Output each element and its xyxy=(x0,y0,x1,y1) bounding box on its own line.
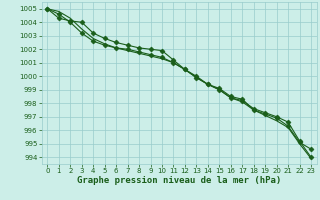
X-axis label: Graphe pression niveau de la mer (hPa): Graphe pression niveau de la mer (hPa) xyxy=(77,176,281,185)
